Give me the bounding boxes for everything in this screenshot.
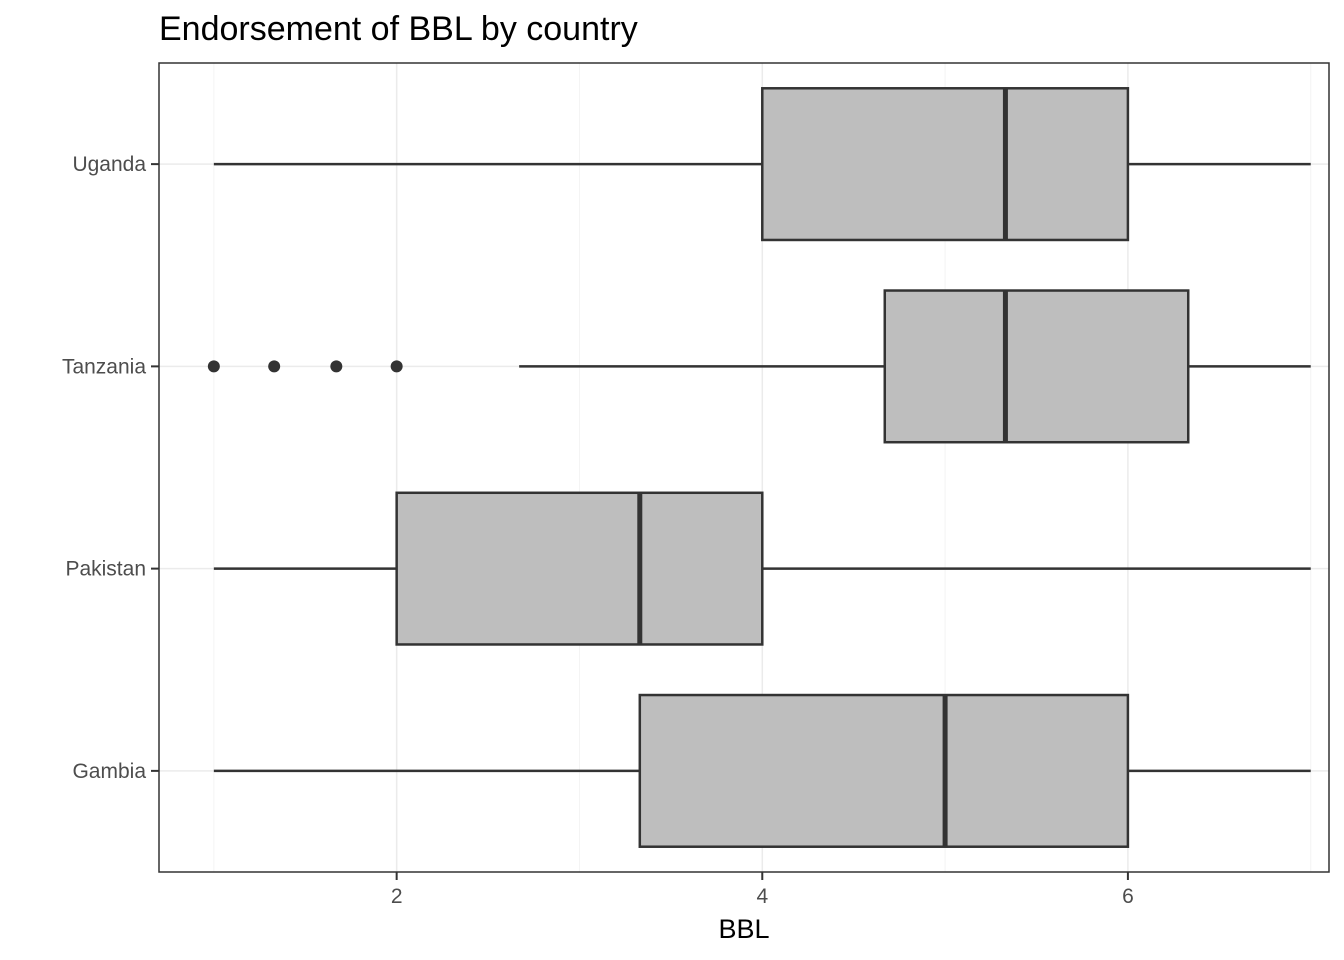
chart-title: Endorsement of BBL by country [159, 10, 638, 48]
outlier-point [268, 360, 281, 373]
x-tick-label: 2 [391, 885, 403, 908]
panel-border [158, 62, 1330, 873]
box-pakistan [395, 491, 764, 646]
box-tanzania [883, 289, 1190, 444]
y-tick-label: Gambia [72, 760, 146, 783]
x-axis-title: BBL [718, 914, 769, 944]
x-tick-label: 6 [1122, 885, 1134, 908]
outlier-point [390, 360, 403, 373]
outlier-point [207, 360, 220, 373]
y-tick-label: Uganda [72, 153, 146, 176]
outlier-point [330, 360, 343, 373]
box-gambia [638, 693, 1130, 848]
plot-area: Gambia Pakistan Tanzania Uganda 2 4 6 [62, 62, 1330, 908]
box-uganda [761, 87, 1130, 242]
y-tick-label: Tanzania [62, 355, 146, 378]
x-tick-label: 4 [756, 885, 768, 908]
y-tick-label: Pakistan [65, 558, 146, 581]
